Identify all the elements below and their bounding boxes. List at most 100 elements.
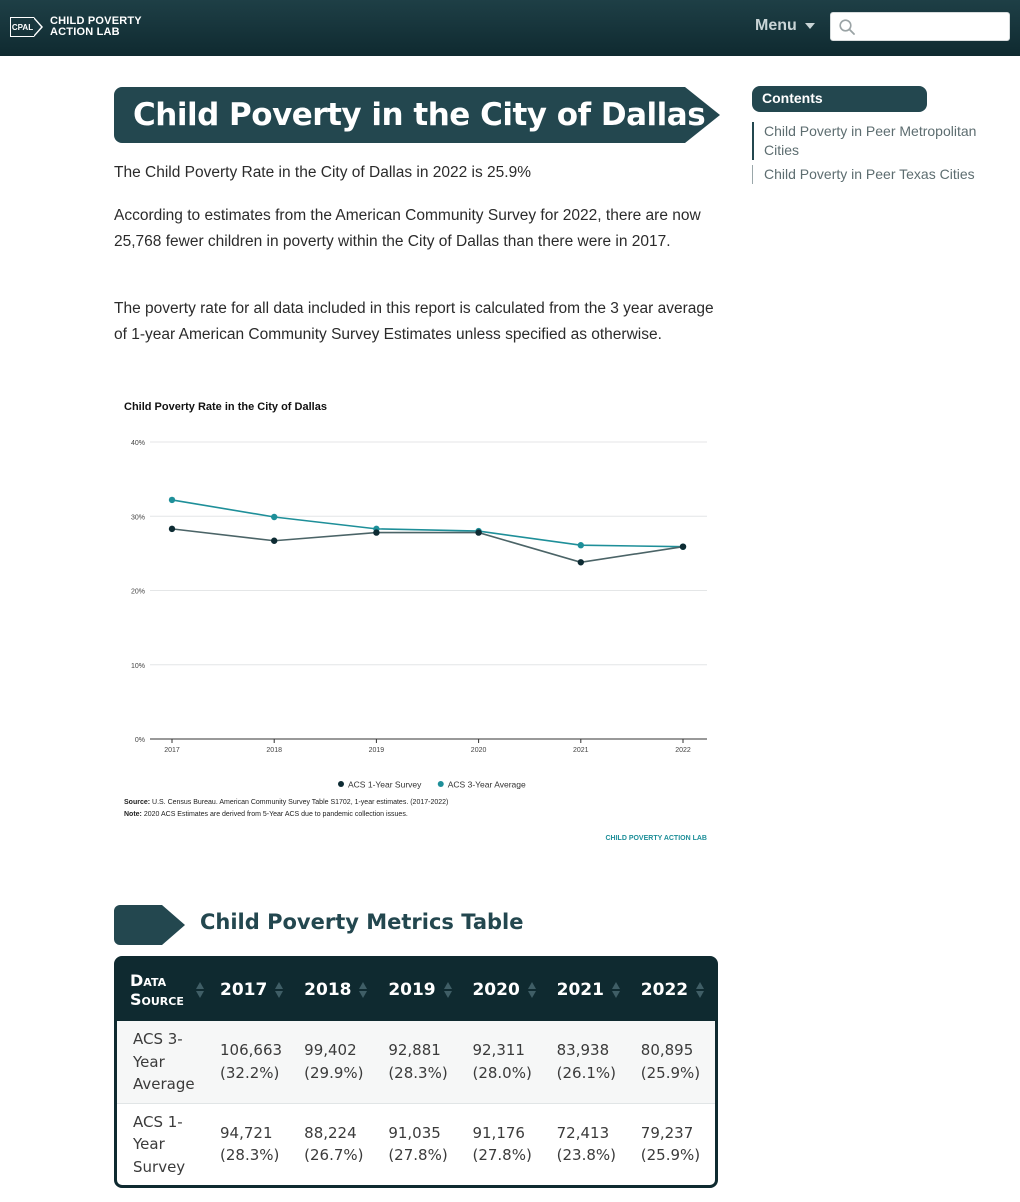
row-source-cell: ACS 1-Year Survey bbox=[117, 1102, 210, 1185]
estimate-paragraph: According to estimates from the American… bbox=[114, 207, 701, 250]
cpal-logo[interactable]: CPAL CHILD POVERTY ACTION LAB bbox=[10, 12, 142, 42]
column-header-2022[interactable]: 2022 bbox=[631, 959, 715, 1021]
page-title: Child Poverty in the City of Dallas bbox=[133, 97, 706, 133]
table-cell: 94,721 (28.3%) bbox=[210, 1102, 295, 1185]
poverty-rate-chart: Child Poverty Rate in the City of Dallas… bbox=[110, 390, 720, 850]
search-icon bbox=[839, 19, 855, 35]
x-tick-label: 2021 bbox=[573, 747, 589, 754]
cell-count: 72,413 bbox=[556, 1123, 610, 1142]
column-header-label: 2017 bbox=[220, 980, 268, 1000]
y-tick-label: 10% bbox=[131, 663, 145, 670]
sort-icon bbox=[275, 982, 284, 998]
cell-percent: (25.9%) bbox=[640, 1063, 701, 1082]
summary-paragraph: The Child Poverty Rate in the City of Da… bbox=[114, 164, 531, 181]
metrics-table: Data Source 2017 2018 2019 2020 2021 202… bbox=[114, 956, 718, 1188]
table-cell: 79,237 (25.9%) bbox=[630, 1102, 715, 1185]
y-tick-label: 40% bbox=[131, 440, 145, 447]
series-line bbox=[171, 528, 684, 564]
column-header-2017[interactable]: 2017 bbox=[210, 959, 294, 1021]
column-header-2019[interactable]: 2019 bbox=[378, 959, 462, 1021]
chart-credit: CHILD POVERTY ACTION LAB bbox=[605, 835, 707, 842]
table-cell: 72,413 (23.8%) bbox=[546, 1102, 631, 1185]
sort-icon bbox=[527, 982, 536, 998]
legend-label: ACS 3-Year Average bbox=[448, 780, 526, 790]
logo-mark: CPAL bbox=[10, 16, 43, 37]
method-paragraph: The poverty rate for all data included i… bbox=[114, 300, 714, 343]
menu-button[interactable]: Menu bbox=[755, 17, 815, 35]
data-point bbox=[577, 559, 584, 566]
x-tick-label: 2018 bbox=[266, 747, 282, 754]
cell-percent: (27.8%) bbox=[472, 1146, 532, 1165]
data-point bbox=[168, 496, 176, 504]
x-tick-label: 2017 bbox=[164, 747, 180, 754]
cell-count: 79,237 bbox=[640, 1123, 694, 1142]
top-nav-bar: CPAL CHILD POVERTY ACTION LAB Menu bbox=[0, 0, 1020, 56]
chart-note: Note: 2020 ACS Estimates are derived fro… bbox=[124, 811, 408, 818]
contents-heading: Contents bbox=[752, 86, 927, 112]
cell-percent: (28.3%) bbox=[388, 1063, 448, 1082]
cell-count: 83,938 bbox=[556, 1041, 610, 1060]
sort-icon bbox=[196, 982, 204, 998]
column-header-2021[interactable]: 2021 bbox=[547, 959, 631, 1021]
table-cell: 92,881 (28.3%) bbox=[378, 1021, 463, 1103]
sort-icon bbox=[443, 982, 452, 998]
data-point bbox=[679, 543, 687, 550]
cell-count: 91,035 bbox=[388, 1123, 441, 1142]
contents-list: Child Poverty in Peer Metropolitan Citie… bbox=[752, 122, 1002, 189]
table-header-row: Data Source 2017 2018 2019 2020 2021 202… bbox=[117, 959, 715, 1021]
cell-percent: (26.1%) bbox=[556, 1063, 616, 1082]
column-header-label: 2018 bbox=[304, 980, 352, 1000]
y-tick-label: 30% bbox=[131, 514, 145, 521]
cell-percent: (28.0%) bbox=[472, 1063, 532, 1082]
caret-down-icon bbox=[804, 23, 815, 29]
column-header-label: 2021 bbox=[556, 980, 604, 1000]
search-input[interactable] bbox=[861, 16, 1005, 39]
table-row: ACS 3-Year Average 106,663 (32.2%) 99,402… bbox=[117, 1021, 715, 1103]
cell-count: 106,663 bbox=[220, 1041, 283, 1060]
metrics-table-title: Child Poverty Metrics Table bbox=[200, 910, 524, 934]
table-cell: 91,035 (27.8%) bbox=[378, 1102, 463, 1185]
table-cell: 92,311 (28.0%) bbox=[462, 1021, 547, 1103]
section-marker-arrow bbox=[114, 905, 185, 945]
table-cell: 99,402 (29.9%) bbox=[294, 1021, 379, 1103]
logo-text: CHILD POVERTY ACTION LAB bbox=[50, 16, 142, 38]
cell-percent: (26.7%) bbox=[304, 1146, 364, 1165]
data-point bbox=[475, 529, 482, 536]
table-row: ACS 1-Year Survey 94,721 (28.3%) 88,224 (2… bbox=[117, 1102, 715, 1185]
toc-link-peer-metropolitan-cities[interactable]: Child Poverty in Peer Metropolitan Citie… bbox=[752, 122, 1002, 160]
legend-swatch bbox=[338, 781, 344, 787]
x-tick-label: 2020 bbox=[471, 747, 487, 754]
table-cell: 88,224 (26.7%) bbox=[294, 1102, 379, 1185]
x-tick-label: 2019 bbox=[369, 747, 385, 754]
cell-count: 91,176 bbox=[472, 1123, 525, 1142]
y-tick-label: 20% bbox=[131, 589, 145, 596]
chart-svg: Child Poverty Rate in the City of Dallas… bbox=[124, 401, 707, 842]
sort-icon bbox=[611, 982, 620, 998]
column-header-label: 2022 bbox=[640, 980, 689, 1000]
cell-count: 99,402 bbox=[304, 1041, 357, 1060]
column-header-2018[interactable]: 2018 bbox=[294, 959, 378, 1021]
cell-percent: (27.8%) bbox=[388, 1146, 448, 1165]
logo-line-1: CHILD POVERTY bbox=[50, 15, 142, 27]
table-cell: 83,938 (26.1%) bbox=[546, 1021, 631, 1103]
column-header-2020[interactable]: 2020 bbox=[462, 959, 546, 1021]
cell-percent: (23.8%) bbox=[556, 1146, 616, 1165]
page-title-banner: Child Poverty in the City of Dallas bbox=[114, 87, 720, 143]
search-box[interactable] bbox=[830, 12, 1010, 41]
series-line bbox=[171, 499, 684, 548]
cell-percent: (32.2%) bbox=[220, 1063, 280, 1082]
chart-source: Source: U.S. Census Bureau. American Com… bbox=[124, 799, 448, 806]
data-point bbox=[373, 529, 380, 536]
cell-count: 80,895 bbox=[640, 1041, 694, 1060]
y-tick-label: 0% bbox=[135, 737, 145, 744]
row-source-cell: ACS 3-Year Average bbox=[117, 1021, 210, 1103]
table-cell: 91,176 (27.8%) bbox=[462, 1102, 547, 1185]
column-header-label: 2019 bbox=[388, 980, 436, 1000]
toc-link-peer-texas-cities[interactable]: Child Poverty in Peer Texas Cities bbox=[752, 165, 1002, 184]
legend-swatch bbox=[437, 781, 444, 787]
cell-count: 92,311 bbox=[472, 1041, 525, 1060]
cell-percent: (28.3%) bbox=[220, 1146, 280, 1165]
column-header-label: Data Source bbox=[130, 971, 184, 1009]
column-header-data-source[interactable]: Data Source bbox=[117, 959, 210, 1021]
legend-label: ACS 1-Year Survey bbox=[348, 780, 422, 790]
